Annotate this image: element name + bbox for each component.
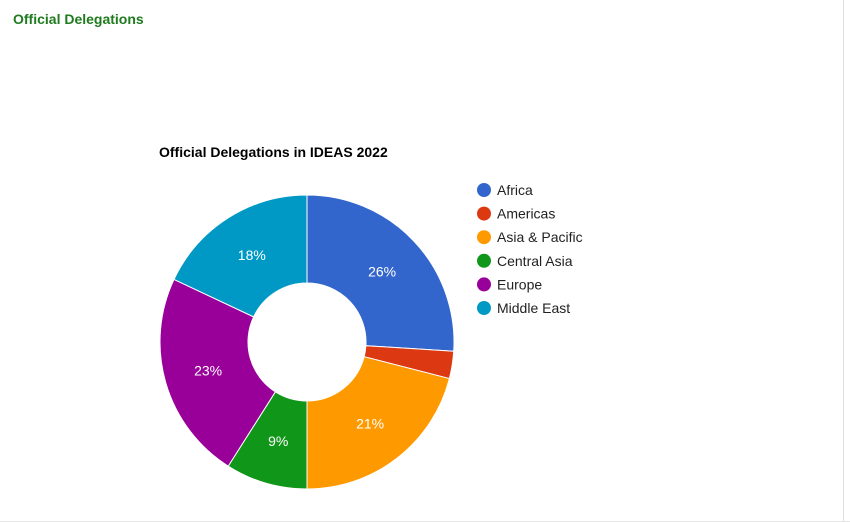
slice-middle-east[interactable] <box>173 194 308 318</box>
panel-border-right <box>843 0 844 522</box>
page-heading: Official Delegations <box>13 11 144 27</box>
legend-swatch-asia-and-pacific <box>477 230 491 245</box>
slice-label-middle-east: 18% <box>238 247 266 263</box>
chart-title: Official Delegations in IDEAS 2022 <box>159 144 388 160</box>
chart-slices <box>159 194 455 490</box>
legend-swatch-europe <box>477 277 491 292</box>
slice-europe[interactable] <box>159 278 277 467</box>
slice-asia-and-pacific[interactable] <box>306 356 450 490</box>
legend-item-central-asia[interactable]: Central Asia <box>477 253 573 269</box>
legend-swatch-americas <box>477 206 491 221</box>
slice-label-asia-and-pacific: 21% <box>356 415 384 431</box>
legend-item-asia-and-pacific[interactable]: Asia & Pacific <box>477 229 583 245</box>
legend-swatch-middle-east <box>477 301 491 315</box>
slice-africa[interactable] <box>306 194 455 352</box>
legend-label-europe: Europe <box>497 276 542 292</box>
legend-label-central-asia: Central Asia <box>497 253 573 269</box>
legend-label-middle-east: Middle East <box>497 300 570 316</box>
slice-label-europe: 23% <box>194 363 222 379</box>
legend-swatch-central-asia <box>477 253 491 268</box>
legend-swatch-africa <box>477 183 491 197</box>
chart-slice-labels: 26% 21% 9% 23% 18% <box>194 247 396 449</box>
legend-label-asia-and-pacific: Asia & Pacific <box>497 229 583 245</box>
legend-item-africa[interactable]: Africa <box>477 182 533 198</box>
slice-label-central-asia: 9% <box>268 433 288 449</box>
legend-item-americas[interactable]: Americas <box>477 206 555 222</box>
legend-label-africa: Africa <box>497 182 533 198</box>
legend-item-middle-east[interactable]: Middle East <box>477 300 570 316</box>
legend-item-europe[interactable]: Europe <box>477 276 542 292</box>
chart-legend: Africa Americas Asia & Pacific Central Asia… <box>477 182 583 316</box>
slice-label-africa: 26% <box>368 263 396 279</box>
legend-label-americas: Americas <box>497 206 555 222</box>
